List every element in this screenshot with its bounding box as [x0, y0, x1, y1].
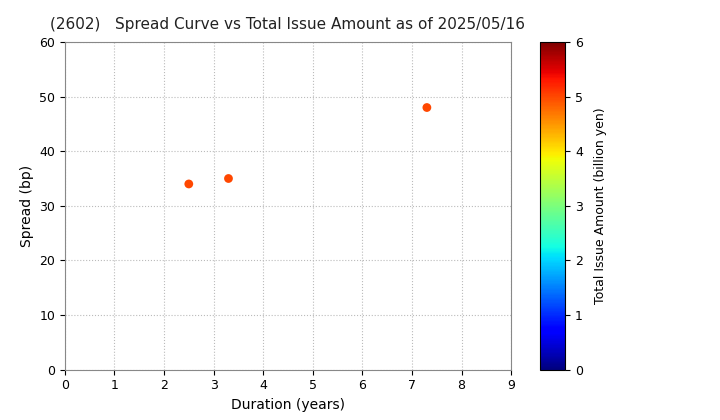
- Text: (2602)   Spread Curve vs Total Issue Amount as of 2025/05/16: (2602) Spread Curve vs Total Issue Amoun…: [50, 17, 526, 32]
- X-axis label: Duration (years): Duration (years): [231, 398, 345, 412]
- Y-axis label: Total Issue Amount (billion yen): Total Issue Amount (billion yen): [594, 108, 607, 304]
- Point: [222, 175, 234, 182]
- Point: [421, 104, 433, 111]
- Point: [183, 181, 194, 187]
- Y-axis label: Spread (bp): Spread (bp): [19, 165, 34, 247]
